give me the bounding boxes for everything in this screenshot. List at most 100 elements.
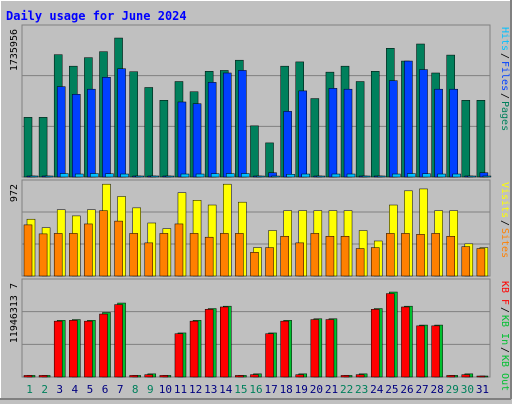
bar-kb-out-day-8 — [129, 375, 138, 378]
bar-kb-out-day-10 — [159, 375, 169, 378]
bar-kb-out-day-25 — [386, 293, 395, 378]
x-tick-label-day-1: 1 — [26, 383, 33, 396]
bar-kb-out-day-12 — [189, 320, 199, 378]
bar-kb-out-day-13 — [204, 309, 214, 378]
legend-separator: / — [499, 347, 510, 353]
bar-sites-day-29 — [446, 235, 455, 277]
x-tick-label-day-3: 3 — [56, 383, 63, 396]
x-tick-label-day-12: 12 — [189, 383, 202, 396]
bar-sites-day-12 — [189, 233, 199, 277]
bar-sites-day-1 — [23, 224, 33, 277]
panel-max-label: 1735956 — [9, 29, 20, 71]
bar-files-day-15 — [238, 70, 247, 178]
bar-files-day-3 — [56, 86, 66, 178]
bar-files-day-5 — [87, 88, 96, 178]
legend-visits: Visits — [499, 182, 510, 218]
bar-sites-day-23 — [355, 248, 365, 277]
panel-max-label: 972 — [9, 184, 20, 202]
x-tick-label-day-31: 31 — [476, 383, 489, 396]
legend-separator: / — [499, 93, 510, 99]
x-tick-label-day-29: 29 — [446, 383, 459, 396]
bar-kb-out-day-21 — [325, 319, 335, 378]
bar-pages-day-22 — [346, 173, 356, 178]
bar-pages-day-4 — [75, 173, 84, 178]
x-tick-label-day-16: 16 — [249, 383, 262, 396]
legend-kb-in: KB In — [499, 315, 510, 345]
x-tick-label-day-28: 28 — [431, 383, 444, 396]
bar-hits-day-9 — [144, 87, 154, 178]
bar-sites-day-7 — [114, 220, 123, 277]
bar-sites-day-2 — [38, 233, 48, 277]
bar-kb-out-day-18 — [280, 320, 289, 378]
bar-sites-day-8 — [129, 233, 138, 277]
bar-files-day-4 — [72, 94, 81, 178]
legend-files: Files — [499, 61, 510, 91]
bar-pages-day-6 — [105, 173, 114, 178]
bar-sites-day-26 — [401, 233, 410, 277]
bar-files-day-27 — [419, 69, 428, 178]
bar-sites-day-21 — [325, 235, 335, 277]
bar-files-day-21 — [328, 88, 338, 178]
x-tick-label-day-2: 2 — [41, 383, 48, 396]
bar-kb-out-day-19 — [295, 374, 304, 378]
bar-kb-out-day-9 — [144, 374, 154, 378]
bar-sites-day-13 — [204, 236, 214, 277]
bar-hits-day-2 — [38, 117, 48, 178]
bar-kb-out-day-31 — [476, 375, 486, 378]
bar-sites-day-20 — [310, 233, 320, 277]
bar-pages-day-2 — [44, 175, 54, 178]
bar-files-day-26 — [404, 60, 413, 178]
x-tick-label-day-9: 9 — [147, 383, 154, 396]
bar-pages-day-7 — [120, 173, 129, 178]
x-tick-label-day-17: 17 — [264, 383, 277, 396]
bar-pages-day-11 — [180, 173, 190, 178]
bar-pages-day-25 — [392, 173, 401, 178]
x-tick-label-day-14: 14 — [219, 383, 233, 396]
bar-kb-out-day-23 — [355, 374, 365, 378]
bar-pages-day-24 — [376, 175, 386, 178]
x-tick-label-day-8: 8 — [132, 383, 139, 396]
bar-sites-day-27 — [416, 234, 425, 277]
x-tick-label-day-5: 5 — [87, 383, 94, 396]
bar-pages-day-30 — [467, 175, 477, 178]
x-tick-label-day-10: 10 — [159, 383, 172, 396]
bar-kb-out-day-5 — [84, 320, 93, 378]
bar-pages-day-12 — [195, 173, 205, 178]
chart-title: Daily usage for June 2024 — [6, 9, 187, 23]
bar-sites-day-25 — [386, 233, 395, 277]
x-tick-label-day-24: 24 — [370, 383, 384, 396]
bar-kb-out-day-7 — [114, 304, 123, 378]
legend-kb-f: KB F — [499, 281, 510, 305]
bar-pages-day-27 — [422, 173, 431, 178]
bar-sites-day-16 — [250, 252, 259, 277]
bar-kb-out-day-30 — [461, 374, 471, 378]
x-tick-label-day-30: 30 — [461, 383, 474, 396]
bar-kb-out-day-26 — [401, 306, 410, 378]
bar-kb-out-day-4 — [69, 320, 78, 378]
bar-kb-out-day-11 — [174, 333, 184, 378]
x-tick-label-day-18: 18 — [280, 383, 293, 396]
bar-kb-out-day-2 — [38, 375, 48, 378]
bar-pages-day-28 — [437, 173, 446, 178]
bar-sites-day-18 — [280, 235, 289, 277]
bar-files-day-6 — [102, 77, 111, 178]
bar-kb-out-day-1 — [23, 375, 33, 378]
bar-pages-day-31 — [482, 175, 492, 178]
x-tick-label-day-27: 27 — [415, 383, 428, 396]
legend-hits: Hits — [499, 27, 510, 51]
bar-sites-day-28 — [431, 233, 440, 277]
bar-hits-day-17 — [265, 142, 274, 178]
bar-pages-day-5 — [90, 173, 99, 178]
bar-pages-day-26 — [407, 173, 416, 178]
bar-sites-day-4 — [69, 233, 78, 277]
bar-pages-day-10 — [165, 175, 175, 178]
bar-files-day-13 — [207, 82, 217, 178]
bar-files-day-22 — [343, 88, 353, 178]
bar-sites-day-14 — [220, 233, 229, 277]
bar-pages-day-14 — [226, 173, 235, 178]
bar-hits-day-16 — [250, 125, 259, 178]
bar-pages-day-15 — [241, 173, 250, 178]
bar-sites-day-19 — [295, 242, 304, 277]
bar-files-day-12 — [192, 103, 202, 178]
